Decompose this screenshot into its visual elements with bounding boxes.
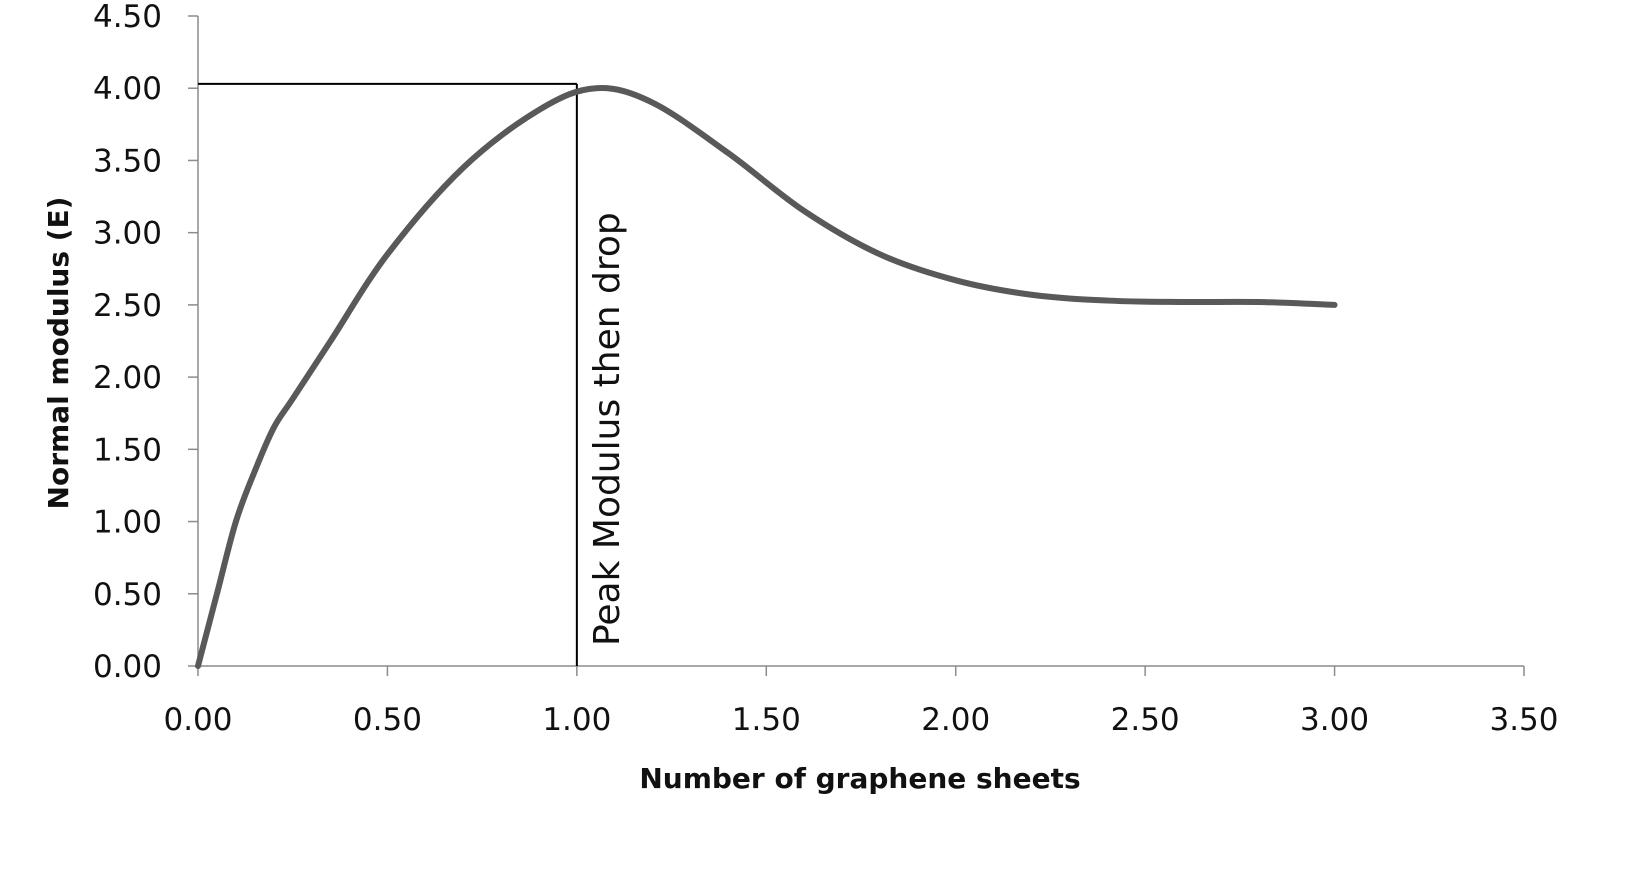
x-axis: 0.00 0.50 1.00 1.50 2.00 2.50 3.00 3.50 [163,665,1559,738]
series-line [195,85,1338,669]
y-axis: 0.00 0.50 1.00 1.50 2.00 2.50 3.00 3.50 4.00 4.50 [93,0,199,685]
x-tick-label: 2.00 [921,702,990,738]
y-tick-label: 4.50 [93,0,162,35]
peak-guide-lines [198,82,578,666]
y-tick-label: 2.00 [93,360,162,396]
annotation-peak: Peak Modulus then drop [587,212,628,646]
y-tick-label: 3.00 [93,216,162,252]
y-tick-label: 0.50 [93,577,162,613]
y-axis-title: Normal modulus (E) [42,197,75,510]
y-tick-label: 4.00 [93,71,162,107]
x-tick-label: 1.50 [732,702,801,738]
x-tick-label: 2.50 [1111,702,1180,738]
x-tick-label: 3.00 [1300,702,1369,738]
y-tick-label: 2.50 [93,288,162,324]
x-tick-label: 0.00 [163,702,232,738]
x-axis-title: Number of graphene sheets [639,762,1080,795]
y-tick-label: 3.50 [93,143,162,179]
x-tick-label: 3.50 [1489,702,1558,738]
y-tick-label: 0.00 [93,649,162,685]
x-tick-label: 0.50 [353,702,422,738]
x-tick-label: 1.00 [542,702,611,738]
series-group [195,85,1338,669]
y-tick-label: 1.50 [93,432,162,468]
y-tick-label: 1.00 [93,505,162,541]
